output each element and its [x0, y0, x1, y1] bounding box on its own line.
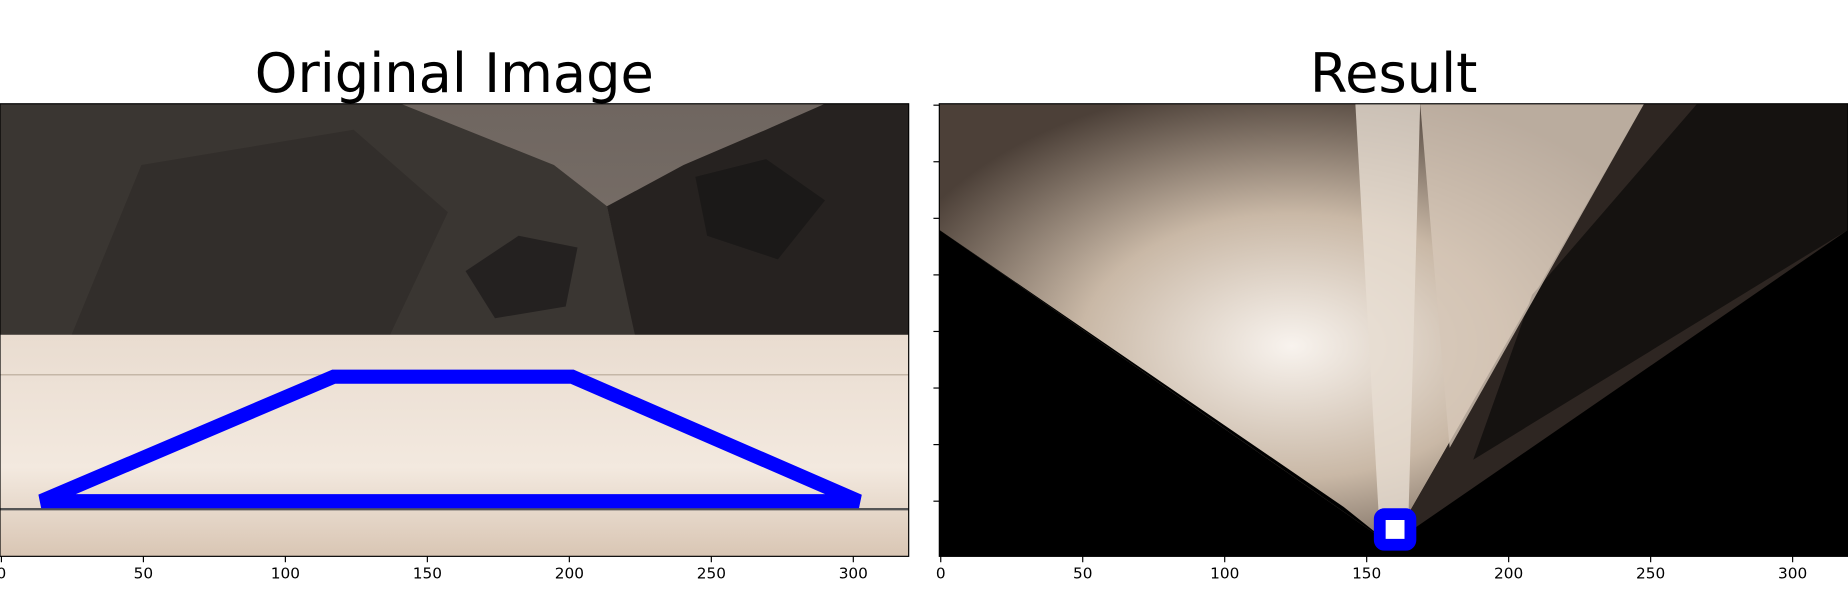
- x-tick-label: 0: [936, 565, 946, 583]
- x-tick-label: 250: [697, 565, 726, 583]
- x-tick-label: 100: [271, 565, 300, 583]
- x-tick-label: 150: [413, 565, 442, 583]
- result-image: [939, 103, 1848, 557]
- axes-frame: [938, 103, 1848, 557]
- original-image: [0, 103, 909, 557]
- x-tick-label: 50: [134, 565, 153, 583]
- axes-frame: [0, 103, 910, 557]
- x-tick-label: 0: [0, 565, 6, 583]
- x-tick-label: 300: [839, 565, 868, 583]
- x-tick-label: 200: [1494, 565, 1523, 583]
- subplot-title: Original Image: [255, 42, 654, 105]
- x-tick-label: 100: [1210, 565, 1239, 583]
- x-tick-label: 250: [1636, 565, 1665, 583]
- x-tick-label: 200: [555, 565, 584, 583]
- selection-polygon: [38, 369, 862, 509]
- x-tick-label: 150: [1352, 565, 1381, 583]
- point-marker: [1373, 508, 1417, 551]
- x-tick-label: 50: [1073, 565, 1093, 583]
- x-tick-label: 300: [1778, 565, 1807, 583]
- subplot-title: Result: [1310, 42, 1477, 105]
